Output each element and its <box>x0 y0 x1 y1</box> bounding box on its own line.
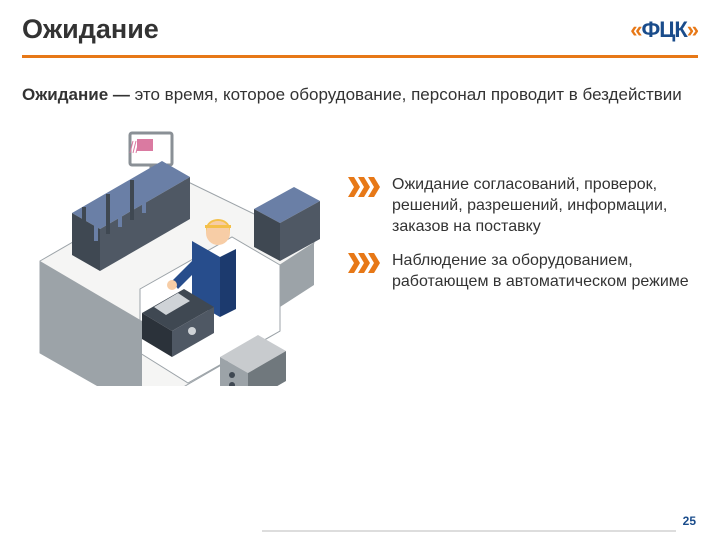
definition-lead: Ожидание — <box>22 85 130 104</box>
chevrons-icon <box>348 177 380 197</box>
page-title: Ожидание <box>22 14 159 45</box>
footer-bar <box>262 530 676 532</box>
logo: «ФЦК» <box>630 17 698 43</box>
waiting-illustration <box>22 121 322 386</box>
list-item: Ожидание согласований, проверок, решений… <box>348 175 698 237</box>
logo-bracket-close: » <box>687 17 698 42</box>
logo-bracket-open: « <box>630 17 641 42</box>
logo-ka: К <box>674 17 686 42</box>
bullet-text: Наблюдение за оборудованием, работающем … <box>392 251 698 293</box>
header: Ожидание «ФЦК» <box>0 0 720 49</box>
content-row: Ожидание согласований, проверок, решений… <box>0 107 720 386</box>
logo-phi: Ф <box>641 17 659 42</box>
page-number: 25 <box>683 514 696 528</box>
chevrons-icon <box>348 253 380 273</box>
bullet-list: Ожидание согласований, проверок, решений… <box>348 121 698 386</box>
definition-text: Ожидание — это время, которое оборудован… <box>0 58 720 107</box>
bullet-text: Ожидание согласований, проверок, решений… <box>392 175 698 237</box>
logo-tse: Ц <box>659 17 674 42</box>
definition-rest: это время, которое оборудование, персона… <box>130 85 682 104</box>
list-item: Наблюдение за оборудованием, работающем … <box>348 251 698 293</box>
